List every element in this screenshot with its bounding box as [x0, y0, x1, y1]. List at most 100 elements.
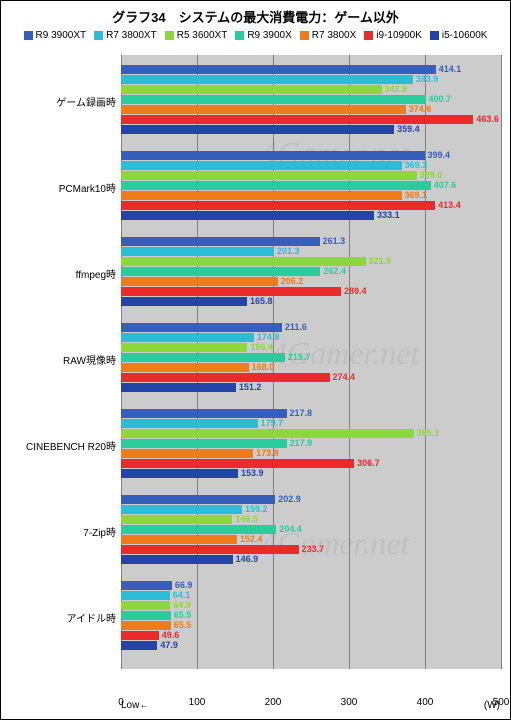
bar: [121, 545, 299, 554]
bar: [121, 201, 435, 210]
category-label: CINEBENCH R20時: [6, 438, 116, 453]
bar-value-label: 174.8: [257, 333, 280, 342]
bar-value-label: 306.7: [357, 459, 380, 468]
bar-value-label: 383.9: [416, 75, 439, 84]
bar-value-label: 202.9: [278, 495, 301, 504]
bar-value-label: 385.1: [417, 429, 440, 438]
bar: [121, 581, 172, 590]
bar-value-label: 65.5: [174, 611, 192, 620]
bar: [121, 353, 285, 362]
bar: [121, 429, 414, 438]
bar: [121, 363, 249, 372]
bar-value-label: 146.5: [235, 515, 258, 524]
bar: [121, 75, 413, 84]
legend-swatch: [24, 31, 33, 40]
legend-item: R7 3800X: [300, 30, 356, 41]
bar: [121, 151, 425, 160]
bar-value-label: 166.4: [250, 343, 273, 352]
bar-value-label: 369.1: [405, 191, 428, 200]
grid-line: [425, 55, 426, 669]
bar: [121, 181, 431, 190]
category-label: ffmpeg時: [6, 266, 116, 281]
bar: [121, 525, 276, 534]
grid-line: [121, 55, 122, 669]
x-label-low: Low←: [121, 700, 149, 711]
legend-swatch: [94, 31, 103, 40]
bar-value-label: 413.4: [438, 201, 461, 210]
legend-label: R5 3600XT: [177, 30, 228, 41]
x-label-unit: (W): [484, 700, 500, 711]
legend-swatch: [300, 31, 309, 40]
bar-value-label: 217.8: [290, 409, 313, 418]
bar: [121, 237, 320, 246]
bar-value-label: 369.3: [405, 161, 428, 170]
bar: [121, 247, 274, 256]
bar-value-label: 407.6: [434, 181, 457, 190]
legend-item: R9 3900XT: [24, 30, 87, 41]
bar-value-label: 400.7: [429, 95, 452, 104]
legend: R9 3900XTR7 3800XTR5 3600XTR9 3900XR7 38…: [1, 30, 510, 45]
bar-value-label: 152.4: [240, 535, 263, 544]
legend-label: R7 3800X: [312, 30, 356, 41]
bar-value-label: 211.6: [285, 323, 307, 332]
bar: [121, 641, 157, 650]
bar: [121, 515, 232, 524]
bar: [121, 125, 394, 134]
legend-swatch: [235, 31, 244, 40]
bar-value-label: 165.8: [250, 297, 273, 306]
bar-value-label: 261.3: [323, 237, 346, 246]
bar: [121, 419, 258, 428]
legend-item: i5-10600K: [430, 30, 488, 41]
bar-value-label: 151.2: [239, 383, 262, 392]
bar: [121, 105, 406, 114]
bar-value-label: 389.0: [420, 171, 443, 180]
bar: [121, 383, 236, 392]
bar-value-label: 159.2: [245, 505, 268, 514]
bar: [121, 65, 436, 74]
bar-value-label: 374.6: [409, 105, 432, 114]
plot-area: 4Gamer.net 4Gamer.net 4Gamer.net 414.138…: [121, 55, 501, 669]
bar: [121, 495, 275, 504]
bar: [121, 85, 382, 94]
bar: [121, 267, 320, 276]
bar: [121, 297, 247, 306]
bar-value-label: 204.4: [279, 525, 302, 534]
bar-value-label: 262.4: [323, 267, 346, 276]
bar: [121, 171, 417, 180]
bar-value-label: 146.9: [236, 555, 259, 564]
bar-value-label: 399.4: [428, 151, 451, 160]
bar: [121, 505, 242, 514]
x-tick: 100: [189, 697, 206, 708]
bar: [121, 631, 159, 640]
bar: [121, 439, 287, 448]
bar: [121, 257, 366, 266]
category-label: ゲーム録画時: [6, 94, 116, 109]
bar: [121, 287, 341, 296]
bar: [121, 591, 170, 600]
bar: [121, 373, 330, 382]
bar-value-label: 342.8: [385, 85, 408, 94]
bar: [121, 409, 287, 418]
legend-swatch: [364, 31, 373, 40]
chart-title: グラフ34 システムの最大消費電力：ゲーム以外: [1, 1, 510, 30]
grid-line: [349, 55, 350, 669]
bar-value-label: 215.7: [288, 353, 311, 362]
legend-item: R5 3600XT: [165, 30, 228, 41]
bar-value-label: 173.8: [256, 449, 279, 458]
bar: [121, 115, 473, 124]
grid-line: [197, 55, 198, 669]
chart-container: グラフ34 システムの最大消費電力：ゲーム以外 R9 3900XT R7 3800…: [0, 0, 511, 720]
bar-value-label: 153.9: [241, 469, 264, 478]
bar: [121, 601, 170, 610]
bar: [121, 161, 402, 170]
bar-value-label: 359.4: [397, 125, 420, 134]
legend-item: R7 3800XT: [94, 30, 157, 41]
bar: [121, 611, 171, 620]
bar: [121, 555, 233, 564]
bar-value-label: 64.1: [173, 591, 191, 600]
bar-value-label: 321.9: [369, 257, 392, 266]
bar-value-label: 64.9: [173, 601, 191, 610]
bar: [121, 191, 402, 200]
bar: [121, 535, 237, 544]
bar: [121, 211, 374, 220]
